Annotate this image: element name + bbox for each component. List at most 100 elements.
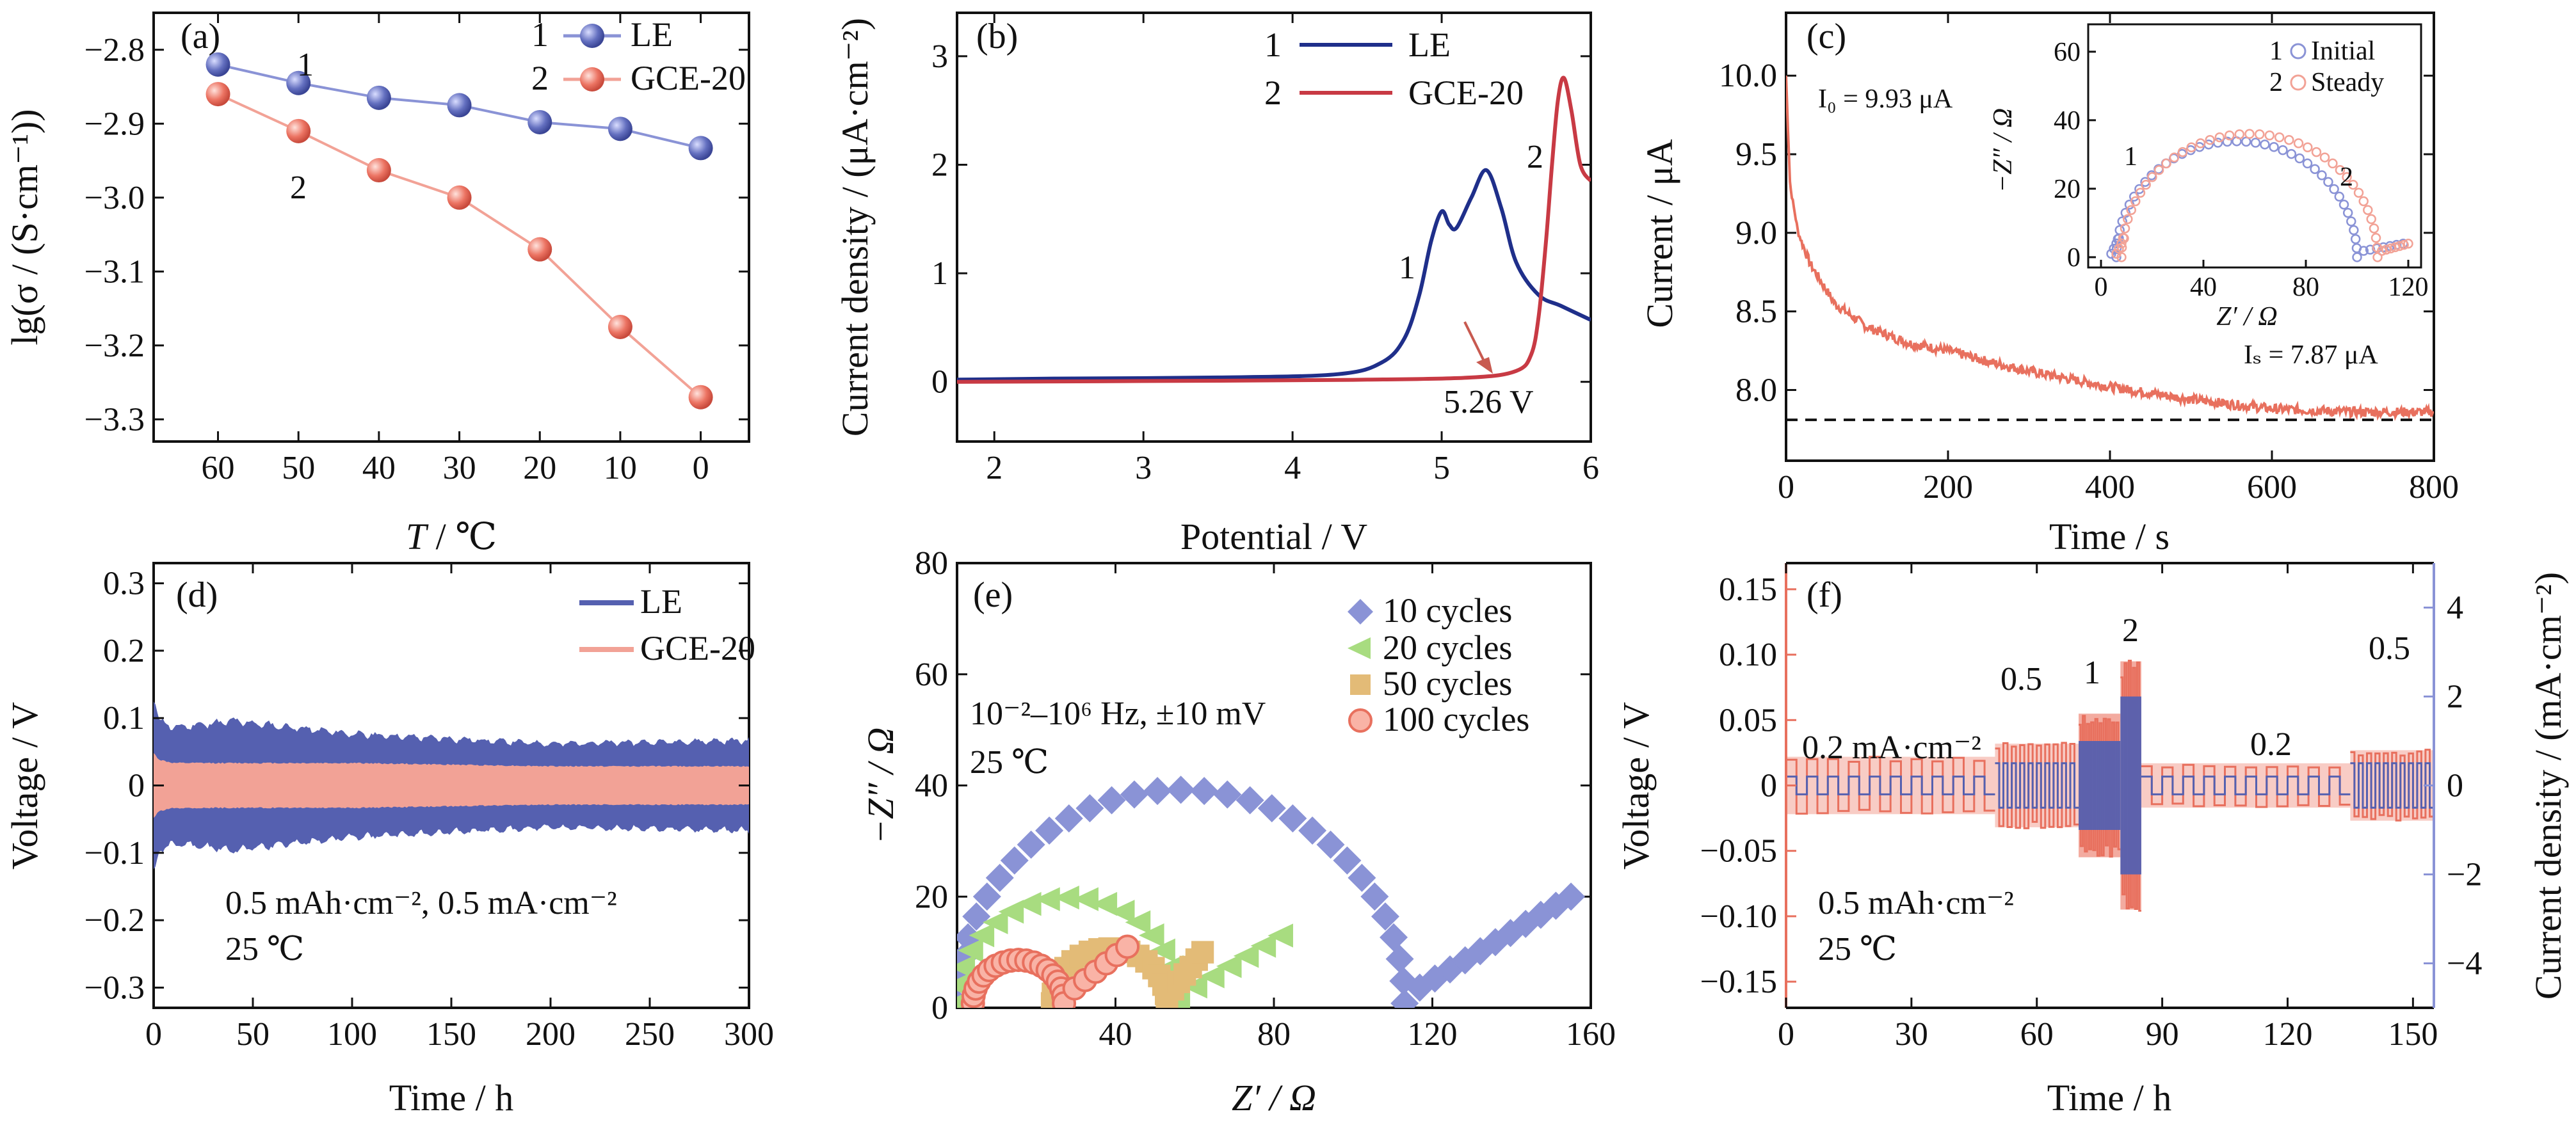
y-tick-label: −2.8	[85, 32, 145, 68]
inset-point-Steady	[2186, 142, 2196, 153]
inset-point-Steady	[2119, 233, 2129, 244]
panel-d-label: (d)	[176, 575, 218, 615]
legend-marker-10 cycles	[1348, 599, 1373, 625]
data-point-20 cycles	[1182, 974, 1207, 999]
legend-name-gce: GCE-20	[631, 59, 746, 97]
legend-name-gce: GCE-20	[1408, 74, 1524, 112]
panel-f-y2label: Current density / (mA·cm⁻²)	[2527, 572, 2569, 1000]
data-point-LE	[527, 109, 552, 134]
x-tick-label: 30	[1895, 1016, 1928, 1053]
panel-a-legend: 1 LE 2 GCE-20	[531, 15, 746, 97]
x-tick-label: 3	[1135, 450, 1152, 486]
curve-tag-2: 2	[290, 170, 307, 206]
x-tick-label: 6	[1582, 450, 1599, 486]
data-point-10 cycles	[1190, 777, 1219, 806]
y-tick-label: 0	[931, 990, 948, 1026]
panel-b-plot	[957, 76, 1591, 384]
panel-f-ylabel: Voltage / V	[1615, 702, 1657, 870]
data-point-10 cycles	[1348, 863, 1376, 892]
inset-point-Steady	[2369, 223, 2379, 234]
panel-d: 0 50 100 150 200 250 300 0.3 0.2 0.1 0 −0.1 −0.2 −0.3…	[4, 562, 774, 1119]
x-tick-label: 80	[1257, 1016, 1291, 1053]
data-point-20 cycles	[1073, 887, 1099, 911]
onset-annotation: 5.26 V	[1444, 384, 1534, 420]
data-point-20 cycles	[1015, 891, 1042, 916]
legend-num-2: 2	[2269, 68, 2283, 97]
data-point-20 cycles	[969, 923, 995, 948]
inset-point-Steady	[2126, 205, 2136, 215]
y-tick-label: 9.0	[1735, 215, 1777, 251]
x-tick-label: 150	[2388, 1016, 2438, 1053]
inset-point-Steady	[2141, 179, 2151, 190]
data-point-100 cycles	[1115, 934, 1140, 959]
panel-e-ylabel: −Z″ / Ω	[860, 728, 901, 845]
inset-point-Steady	[2224, 130, 2235, 141]
y-tick-label: 9.5	[1735, 136, 1777, 173]
legend-name-gce: GCE-20	[640, 629, 755, 667]
panel-e-ticks: 40 80 120 160 0 20 40 60 80	[915, 545, 1616, 1053]
steady-current: Iₛ = 7.87 μA	[2244, 340, 2378, 370]
inset-point-Steady	[2123, 214, 2133, 225]
rate-label-2: 1	[2084, 655, 2100, 691]
current-envelope-3	[2120, 696, 2141, 875]
current-trace-5	[2350, 762, 2434, 809]
inset-point-Initial	[2352, 252, 2362, 262]
legend-name-le: LE	[631, 15, 673, 54]
inset-point-Steady	[2147, 172, 2157, 182]
x-tick-label: 120	[2262, 1016, 2312, 1053]
data-point-20 cycles	[1109, 900, 1135, 924]
legend-marker-gce	[580, 67, 604, 92]
inset-point-Initial	[2334, 191, 2345, 202]
inset-point-Steady	[2116, 238, 2127, 249]
legend-marker-steady	[2290, 74, 2306, 91]
legend-name-steady: Steady	[2311, 68, 2384, 97]
legend-num-2: 2	[1264, 74, 1282, 112]
inset-y-tick-label: 20	[2054, 175, 2081, 204]
series-line-GCE-20	[957, 76, 1591, 384]
data-point-20 cycles	[1199, 964, 1225, 989]
y-tick-label: 20	[915, 879, 948, 915]
data-point-GCE-20	[366, 158, 391, 183]
inset-point-Steady	[2342, 172, 2352, 182]
inset-point-Steady	[2403, 239, 2413, 249]
data-point-10 cycles	[1035, 816, 1064, 845]
y-tick-label: 0.05	[1719, 702, 1777, 738]
legend-name-le: LE	[1408, 26, 1451, 64]
data-point-LE	[447, 93, 472, 118]
data-point-GCE-20	[527, 237, 552, 262]
data-point-20 cycles	[1054, 885, 1079, 910]
x-tick-label: 150	[426, 1016, 476, 1053]
data-point-20 cycles	[1138, 923, 1164, 948]
y-tick-label: −3.1	[85, 253, 145, 290]
inset-y-tick-label: 0	[2067, 243, 2081, 273]
data-point-20 cycles	[982, 910, 1008, 935]
panel-b-xlabel: Potential / V	[1180, 516, 1367, 557]
panel-f-ticks: 0 30 60 90 120 1500.150.100.050−0.05−0.10−0.1…	[1700, 563, 2482, 1053]
legend-marker-100 cycles	[1348, 708, 1373, 733]
rate-label-1: 0.5	[2000, 661, 2042, 697]
curve-tag-2: 2	[1527, 139, 1543, 175]
inset-point-Initial	[2302, 158, 2313, 169]
y-tick-label: −0.10	[1700, 898, 1777, 935]
x-tick-label: 40	[1099, 1016, 1132, 1053]
panel-b: (b) 2 3 4 5 6 0 1 2 3 1 LE 2 GCE-20 1 2 5.26 V C…	[834, 12, 1599, 557]
inset-point-Steady	[2303, 142, 2313, 153]
x-tick-label: 50	[282, 450, 315, 486]
inset-point-Steady	[2195, 138, 2206, 148]
inset-point-Initial	[2120, 207, 2131, 218]
inset-point-Steady	[2394, 241, 2405, 251]
inset-point-Initial	[2222, 136, 2232, 147]
x-tick-label: 90	[2146, 1016, 2179, 1053]
x-tick-label: 200	[526, 1016, 576, 1053]
data-point-20 cycles	[1268, 923, 1293, 948]
data-point-20 cycles	[1091, 891, 1118, 916]
x-tick-label: 0	[1778, 469, 1794, 506]
panel-e: 40 80 120 160 0 20 40 60 80 (e) 10 cycles 20 cyc…	[860, 545, 1616, 1119]
legend-marker-20 cycles	[1348, 637, 1371, 659]
x-tick-label: 0	[145, 1016, 162, 1053]
panel-d-ticks: 0 50 100 150 200 250 300 0.3 0.2 0.1 0 −0.1 −0.2 −0.3	[85, 563, 774, 1053]
data-point-20 cycles	[958, 938, 983, 963]
panel-e-ann2: 25 ℃	[970, 744, 1049, 781]
inset-point-Steady	[2377, 246, 2387, 256]
